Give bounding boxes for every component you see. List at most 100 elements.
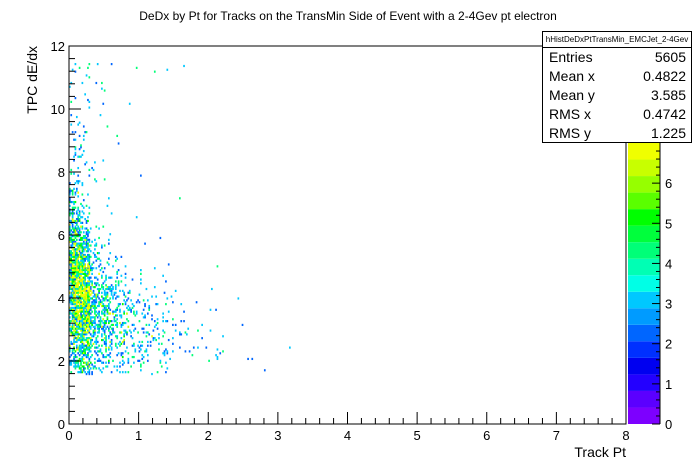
heatmap-cell bbox=[70, 81, 73, 85]
heatmap-cell bbox=[78, 371, 81, 374]
heatmap-cell bbox=[73, 286, 75, 289]
heatmap-cell bbox=[89, 297, 92, 300]
heatmap-cell bbox=[78, 255, 81, 258]
heatmap-cell bbox=[81, 289, 84, 292]
heatmap-cell bbox=[85, 267, 88, 270]
heatmap-cell bbox=[84, 344, 87, 347]
heatmap-cell bbox=[82, 327, 85, 330]
heatmap-cell bbox=[95, 338, 98, 342]
heatmap-cell bbox=[75, 325, 78, 328]
heatmap-cell bbox=[78, 357, 81, 361]
heatmap-cell bbox=[126, 318, 128, 321]
heatmap-cell bbox=[142, 355, 145, 359]
colorbar-band bbox=[628, 357, 660, 375]
heatmap-cell bbox=[85, 257, 88, 260]
heatmap-cell bbox=[141, 344, 144, 347]
heatmap-cell bbox=[107, 359, 110, 362]
heatmap-cell bbox=[87, 216, 89, 219]
heatmap-cell bbox=[114, 291, 117, 294]
heatmap-cell bbox=[75, 340, 78, 344]
heatmap-cell bbox=[134, 314, 137, 317]
heatmap-cell bbox=[73, 206, 75, 209]
heatmap-cell bbox=[208, 359, 210, 362]
heatmap-cell bbox=[84, 280, 87, 283]
heatmap-cell bbox=[84, 314, 87, 317]
heatmap-cell bbox=[75, 115, 78, 119]
heatmap-cell bbox=[73, 255, 75, 258]
heatmap-cell bbox=[69, 253, 71, 257]
heatmap-cell bbox=[102, 102, 105, 105]
heatmap-cell bbox=[88, 310, 91, 313]
heatmap-cell bbox=[87, 301, 89, 304]
heatmap-cell bbox=[74, 365, 77, 368]
heatmap-cell bbox=[73, 301, 75, 304]
heatmap-cell bbox=[92, 303, 95, 306]
heatmap-cell bbox=[87, 310, 89, 313]
heatmap-cell bbox=[144, 350, 146, 353]
heatmap-cell bbox=[73, 282, 75, 285]
heatmap-cell bbox=[84, 284, 87, 287]
heatmap-cell bbox=[116, 270, 119, 274]
heatmap-cell bbox=[110, 333, 113, 336]
heatmap-cell bbox=[120, 325, 123, 328]
heatmap-cell bbox=[84, 316, 87, 319]
heatmap-cell bbox=[110, 342, 113, 345]
heatmap-cell bbox=[85, 308, 88, 311]
heatmap-cell bbox=[134, 348, 137, 351]
heatmap-cell bbox=[71, 278, 74, 281]
heatmap-cell bbox=[70, 333, 73, 336]
heatmap-cell bbox=[71, 276, 74, 279]
heatmap-cell bbox=[89, 280, 92, 283]
heatmap-cell bbox=[102, 312, 105, 315]
heatmap-cell bbox=[73, 138, 75, 141]
heatmap-cell bbox=[75, 282, 78, 285]
heatmap-cell bbox=[82, 278, 85, 281]
heatmap-cell bbox=[106, 325, 109, 328]
heatmap-cell bbox=[85, 231, 88, 234]
heatmap-cell bbox=[73, 352, 75, 355]
heatmap-cell bbox=[169, 357, 171, 361]
heatmap-cell bbox=[188, 350, 191, 353]
heatmap-cell bbox=[78, 348, 81, 351]
heatmap-cell bbox=[74, 282, 77, 285]
heatmap-cell bbox=[87, 365, 89, 368]
heatmap-cell bbox=[69, 212, 71, 215]
y-tick-label: 12 bbox=[51, 39, 65, 54]
heatmap-cell bbox=[134, 350, 137, 353]
heatmap-cell bbox=[73, 329, 75, 332]
heatmap-cell bbox=[85, 274, 88, 277]
heatmap-cell bbox=[114, 297, 117, 300]
heatmap-cell bbox=[87, 371, 89, 374]
heatmap-cell bbox=[162, 312, 164, 315]
heatmap-cell bbox=[78, 244, 81, 247]
heatmap-cell bbox=[89, 276, 92, 279]
heatmap-cell bbox=[75, 252, 78, 255]
heatmap-cell bbox=[201, 337, 203, 340]
heatmap-cell bbox=[85, 272, 88, 275]
heatmap-cell bbox=[73, 346, 75, 349]
heatmap-cell bbox=[85, 282, 88, 285]
heatmap-cell bbox=[87, 323, 89, 327]
heatmap-cell bbox=[70, 255, 73, 258]
heatmap-cell bbox=[75, 272, 78, 275]
heatmap-cell bbox=[103, 289, 106, 292]
heatmap-cell bbox=[123, 321, 125, 325]
heatmap-cell bbox=[124, 350, 127, 353]
stats-value: 3.585 bbox=[650, 87, 686, 103]
heatmap-cell bbox=[80, 246, 82, 249]
heatmap-cell bbox=[81, 153, 84, 156]
heatmap-cell bbox=[71, 265, 74, 268]
heatmap-cell bbox=[110, 371, 113, 374]
heatmap-cell bbox=[80, 269, 82, 272]
heatmap-cell bbox=[80, 286, 82, 289]
heatmap-cell bbox=[82, 303, 85, 306]
heatmap-cell bbox=[113, 291, 116, 294]
heatmap-cell bbox=[71, 295, 74, 298]
heatmap-cell bbox=[98, 312, 100, 315]
heatmap-cell bbox=[116, 365, 119, 368]
heatmap-cell bbox=[87, 306, 89, 310]
heatmap-cell bbox=[75, 210, 78, 213]
heatmap-cell bbox=[81, 221, 84, 224]
heatmap-cell bbox=[130, 299, 132, 302]
heatmap-cell bbox=[78, 155, 81, 158]
